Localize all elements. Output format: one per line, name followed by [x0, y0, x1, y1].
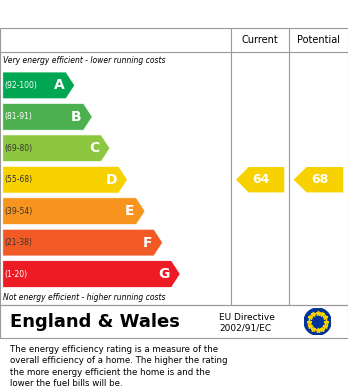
- Text: 2002/91/EC: 2002/91/EC: [219, 324, 271, 333]
- Text: the more energy efficient the home is and the: the more energy efficient the home is an…: [10, 368, 211, 377]
- Text: D: D: [105, 173, 117, 187]
- Polygon shape: [3, 229, 163, 256]
- Text: Energy Efficiency Rating: Energy Efficiency Rating: [10, 7, 220, 22]
- Polygon shape: [3, 104, 92, 130]
- Text: A: A: [54, 79, 64, 92]
- Text: (69-80): (69-80): [5, 144, 33, 153]
- Polygon shape: [3, 198, 145, 224]
- Text: Very energy efficient - lower running costs: Very energy efficient - lower running co…: [3, 56, 166, 65]
- Text: (92-100): (92-100): [5, 81, 37, 90]
- Text: (55-68): (55-68): [5, 175, 33, 184]
- Polygon shape: [294, 167, 343, 192]
- Text: Current: Current: [242, 35, 278, 45]
- Polygon shape: [3, 261, 180, 287]
- Text: (39-54): (39-54): [5, 207, 33, 216]
- Polygon shape: [3, 135, 110, 161]
- Text: (21-38): (21-38): [5, 238, 32, 247]
- Polygon shape: [3, 72, 75, 99]
- Text: England & Wales: England & Wales: [10, 312, 180, 331]
- Text: F: F: [143, 236, 152, 249]
- Text: (81-91): (81-91): [5, 112, 32, 121]
- Text: B: B: [71, 110, 82, 124]
- Text: E: E: [125, 204, 135, 218]
- Text: 64: 64: [253, 173, 270, 186]
- Text: Not energy efficient - higher running costs: Not energy efficient - higher running co…: [3, 293, 166, 302]
- Text: Potential: Potential: [297, 35, 340, 45]
- Polygon shape: [236, 167, 284, 192]
- Text: lower the fuel bills will be.: lower the fuel bills will be.: [10, 379, 123, 388]
- Text: (1-20): (1-20): [5, 269, 27, 278]
- Text: C: C: [89, 141, 100, 155]
- Circle shape: [304, 308, 331, 335]
- Polygon shape: [3, 166, 127, 193]
- Text: EU Directive: EU Directive: [219, 313, 275, 322]
- Text: overall efficiency of a home. The higher the rating: overall efficiency of a home. The higher…: [10, 356, 228, 365]
- Text: The energy efficiency rating is a measure of the: The energy efficiency rating is a measur…: [10, 344, 219, 353]
- Text: G: G: [158, 267, 170, 281]
- Text: 68: 68: [311, 173, 328, 186]
